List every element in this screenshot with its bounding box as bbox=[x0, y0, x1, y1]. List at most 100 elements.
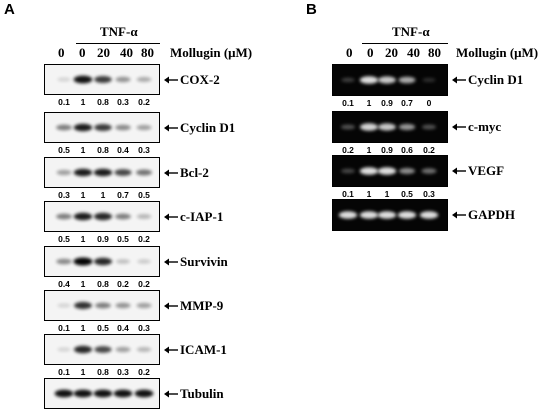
b-gapdh-band-lane-5 bbox=[419, 211, 439, 219]
a-mmp-9-value-lane-4: 0.4 bbox=[117, 323, 129, 333]
b-vegf-arrow bbox=[451, 163, 467, 179]
a-cyclin-d1-value-lane-5: 0.3 bbox=[138, 145, 150, 155]
arrow-left-icon bbox=[164, 258, 178, 265]
a-tubulin-band-lane-5 bbox=[134, 389, 154, 398]
a-mmp-9-band-lane-4 bbox=[115, 302, 131, 309]
b-vegf-value-lane-5: 0.3 bbox=[423, 189, 435, 199]
a-icam-1-arrow bbox=[163, 342, 179, 358]
panel-a-label: A bbox=[4, 1, 15, 18]
a-tubulin-blot bbox=[44, 378, 160, 409]
a-mmp-9-band-lane-2 bbox=[74, 301, 92, 310]
a-cyclin-d1-blot bbox=[44, 112, 160, 143]
a-icam-1-value-lane-5: 0.2 bbox=[138, 367, 150, 377]
a-bcl-2-band-lane-1 bbox=[56, 169, 72, 176]
b-gapdh-band-lane-3 bbox=[377, 211, 397, 219]
arrow-left-icon bbox=[164, 302, 178, 309]
b-vegf-band-lane-1 bbox=[341, 168, 355, 174]
panel-b-lane-1: 0 bbox=[346, 45, 353, 60]
panel-a-lane-2: 0 bbox=[79, 45, 86, 60]
b-vegf-band-lane-4 bbox=[399, 168, 415, 174]
a-icam-1-label: ICAM-1 bbox=[180, 341, 227, 357]
a-mmp-9-band-lane-5 bbox=[136, 302, 152, 309]
panel-b-lane-4: 40 bbox=[407, 45, 420, 60]
a-c-iap-1-band-lane-5 bbox=[136, 214, 152, 219]
a-survivin-band-lane-5 bbox=[137, 259, 151, 264]
a-cox-2-value-lane-3: 0.8 bbox=[97, 97, 109, 107]
panel-b-label: B bbox=[306, 1, 317, 18]
a-icam-1-bands bbox=[45, 335, 159, 364]
a-bcl-2-arrow bbox=[163, 165, 179, 181]
a-cyclin-d1-label: Cyclin D1 bbox=[180, 119, 236, 135]
a-survivin-value-lane-5: 0.2 bbox=[138, 279, 150, 289]
b-cyclin-d1-value-lane-5: 0 bbox=[426, 98, 432, 108]
b-cyclin-d1-blot bbox=[332, 64, 448, 96]
a-survivin-value-lane-3: 0.8 bbox=[97, 279, 109, 289]
a-cox-2-band-lane-1 bbox=[57, 77, 71, 82]
a-mmp-9-arrow bbox=[163, 298, 179, 314]
a-cyclin-d1-arrow bbox=[163, 120, 179, 136]
arrow-left-icon bbox=[452, 123, 466, 131]
b-gapdh-label: GAPDH bbox=[468, 207, 515, 222]
b-c-myc-band-lane-1 bbox=[340, 124, 356, 130]
panel-b-lane-3: 20 bbox=[385, 45, 398, 60]
a-cox-2-value-lane-1: 0.1 bbox=[58, 97, 70, 107]
a-cox-2-arrow bbox=[163, 72, 179, 88]
a-c-iap-1-label: c-IAP-1 bbox=[180, 208, 224, 224]
a-bcl-2-value-lane-4: 0.7 bbox=[117, 190, 129, 200]
a-mmp-9-value-lane-1: 0.1 bbox=[58, 323, 70, 333]
a-survivin-value-lane-4: 0.2 bbox=[117, 279, 129, 289]
panel-b-treatment-line bbox=[362, 43, 448, 44]
panel-a-treatment: TNF-α bbox=[100, 24, 138, 39]
panel-b-lane-2: 0 bbox=[367, 45, 374, 60]
a-bcl-2-value-lane-3: 1 bbox=[100, 190, 106, 200]
a-icam-1-band-lane-4 bbox=[115, 346, 131, 353]
a-cox-2-value-lane-4: 0.3 bbox=[117, 97, 129, 107]
panel-a-lane-3: 20 bbox=[97, 45, 110, 60]
b-c-myc-value-lane-4: 0.6 bbox=[401, 145, 413, 155]
b-gapdh-band-lane-1 bbox=[338, 211, 358, 219]
arrow-left-icon bbox=[164, 213, 178, 220]
a-cyclin-d1-band-lane-3 bbox=[94, 124, 112, 131]
a-c-iap-1-band-lane-1 bbox=[56, 213, 72, 220]
b-gapdh-blot bbox=[332, 199, 448, 231]
b-c-myc-value-lane-1: 0.2 bbox=[342, 145, 354, 155]
a-icam-1-blot bbox=[44, 334, 160, 365]
a-cox-2-bands bbox=[45, 65, 159, 94]
b-vegf-band-lane-3 bbox=[377, 167, 397, 175]
b-cyclin-d1-band-lane-2 bbox=[359, 76, 379, 84]
a-c-iap-1-value-lane-5: 0.2 bbox=[138, 234, 150, 244]
a-mmp-9-blot bbox=[44, 290, 160, 321]
b-cyclin-d1-band-lane-3 bbox=[378, 76, 396, 84]
panel-b-lane-5: 80 bbox=[428, 45, 441, 60]
a-cyclin-d1-value-lane-1: 0.5 bbox=[58, 145, 70, 155]
b-c-myc-band-lane-2 bbox=[359, 123, 379, 131]
b-c-myc-value-lane-2: 1 bbox=[366, 145, 372, 155]
a-cox-2-band-lane-5 bbox=[136, 77, 152, 82]
a-survivin-blot bbox=[44, 246, 160, 277]
b-c-myc-value-lane-3: 0.9 bbox=[381, 145, 393, 155]
a-cox-2-band-lane-3 bbox=[94, 76, 112, 83]
a-bcl-2-band-lane-2 bbox=[73, 168, 93, 177]
a-c-iap-1-band-lane-4 bbox=[115, 213, 131, 220]
arrow-left-icon bbox=[164, 390, 178, 397]
a-cyclin-d1-band-lane-5 bbox=[136, 124, 152, 131]
b-vegf-blot bbox=[332, 155, 448, 187]
a-survivin-arrow bbox=[163, 254, 179, 270]
b-vegf-value-lane-3: 1 bbox=[384, 189, 390, 199]
a-c-iap-1-band-lane-3 bbox=[93, 212, 113, 221]
b-vegf-band-lane-2 bbox=[359, 167, 379, 175]
a-cyclin-d1-band-lane-1 bbox=[56, 124, 72, 131]
a-bcl-2-band-lane-3 bbox=[93, 168, 113, 177]
arrow-left-icon bbox=[164, 169, 178, 176]
a-icam-1-band-lane-5 bbox=[136, 347, 152, 352]
a-icam-1-band-lane-1 bbox=[57, 347, 71, 352]
a-bcl-2-value-lane-5: 0.5 bbox=[138, 190, 150, 200]
b-cyclin-d1-bands bbox=[333, 65, 447, 95]
b-cyclin-d1-value-lane-1: 0.1 bbox=[342, 98, 354, 108]
a-c-iap-1-blot bbox=[44, 201, 160, 232]
arrow-left-icon bbox=[452, 167, 466, 175]
a-mmp-9-value-lane-2: 1 bbox=[80, 323, 86, 333]
b-c-myc-blot bbox=[332, 111, 448, 143]
b-cyclin-d1-value-lane-4: 0.7 bbox=[401, 98, 413, 108]
arrow-left-icon bbox=[164, 124, 178, 131]
